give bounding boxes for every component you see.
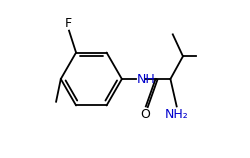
Text: O: O	[140, 108, 150, 121]
Text: F: F	[65, 17, 72, 30]
Text: NH₂: NH₂	[165, 108, 188, 121]
Text: NH: NH	[137, 73, 156, 85]
